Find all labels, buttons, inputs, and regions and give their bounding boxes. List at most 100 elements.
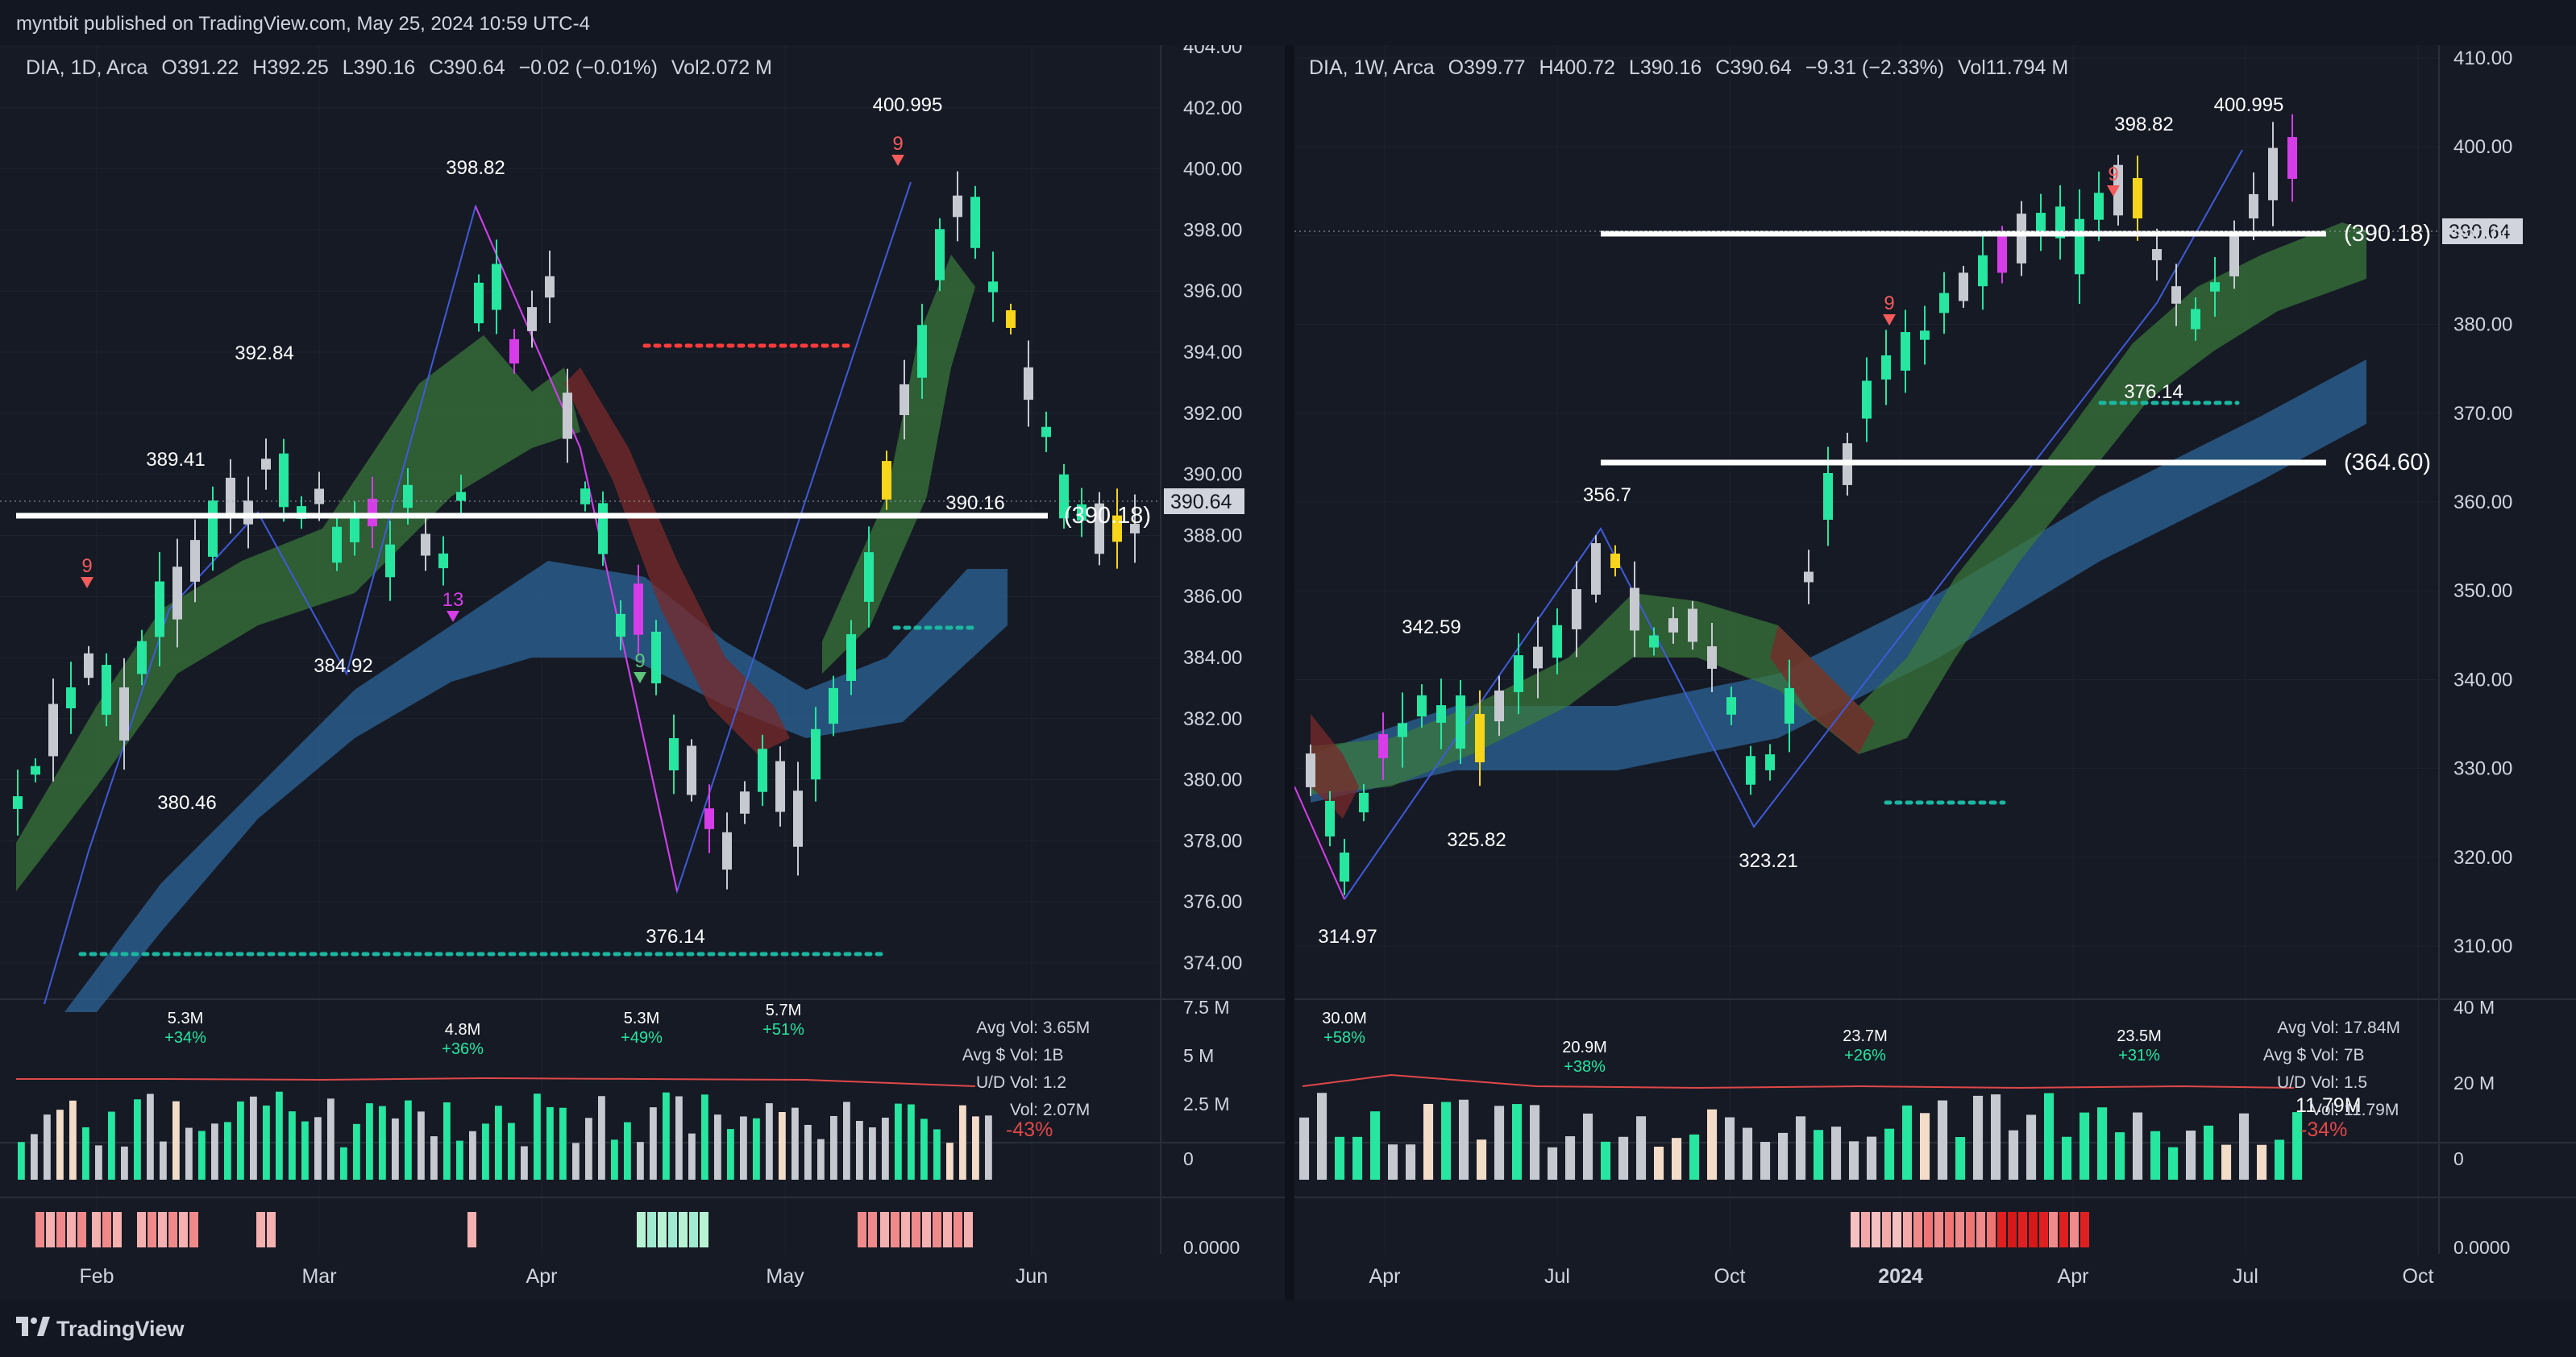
zigzag-magenta (475, 205, 678, 892)
last-price-badge (2442, 218, 2523, 244)
volume-bar (1441, 1102, 1452, 1180)
volume-bar (276, 1091, 283, 1180)
symbol-name[interactable]: DIA, 1D, Arca (26, 56, 148, 79)
price-tick-label: 400.00 (1183, 159, 1242, 181)
indicator-block (92, 1212, 101, 1247)
indicator-block (933, 1212, 941, 1247)
indicator-block (113, 1212, 122, 1247)
symbol-legend[interactable]: DIA, 1D, Arca O391.22 H392.25 L390.16 C3… (26, 56, 772, 79)
volume-bar (456, 1140, 463, 1180)
volume-bar (2062, 1136, 2072, 1180)
weekly-chart-canvas[interactable]: (390.18) (364.60) 390.64 400.995 398.82 376.1… (1294, 45, 2576, 1301)
candle (84, 653, 93, 678)
candle (243, 500, 253, 525)
td-count-label: 9 (2108, 164, 2118, 185)
tradingview-logo-icon[interactable] (16, 1317, 50, 1339)
volume-bar (1317, 1093, 1327, 1180)
volume-tick-label: 5 M (1183, 1045, 1214, 1066)
level-label: (364.60) (2344, 450, 2431, 475)
volume-bar (1672, 1138, 1682, 1180)
volume-bar (1831, 1127, 1842, 1180)
weekly-chart-panel[interactable]: (390.18) (364.60) 390.64 400.995 398.82 376.1… (1294, 45, 2576, 1301)
candle (722, 832, 732, 870)
volume-bar (663, 1092, 670, 1180)
candle (2210, 282, 2220, 292)
candle (1398, 723, 1407, 737)
volume-bar (2115, 1132, 2125, 1180)
indicator-pane (35, 1212, 973, 1247)
tradingview-brand[interactable]: TradingView (56, 1317, 185, 1341)
indicator-block (189, 1212, 198, 1247)
symbol-name[interactable]: DIA, 1W, Arca (1309, 56, 1435, 79)
price-tick-label: 370.00 (2453, 403, 2512, 425)
volume-bar (1707, 1109, 1718, 1180)
indicator-block (2029, 1212, 2038, 1247)
daily-chart-panel[interactable]: (390.18) 390.64 400.995 398.82 392.84 389.41 3… (0, 45, 1285, 1301)
indicator-block (147, 1212, 156, 1247)
volume-annotation: 23.5M (2117, 1027, 2162, 1045)
candle (2249, 193, 2258, 219)
symbol-legend[interactable]: DIA, 1W, Arca O399.77 H400.72 L390.16 C3… (1309, 56, 2069, 79)
price-axis[interactable]: 410.00 400.00 390.00 380.00 370.00 360.00 350.… (1369, 48, 2513, 1288)
indicator-block (2039, 1212, 2048, 1247)
indicator-tick-label: 0.0000 (2453, 1237, 2510, 1258)
volume-bar (160, 1141, 167, 1180)
volume-change-annotation: +49% (621, 1029, 663, 1047)
price-tick-label: 404.00 (1183, 45, 1242, 58)
change-value: −9.31 (−2.33%) (1805, 56, 1945, 79)
price-tick-label: 392.00 (1183, 403, 1242, 425)
volume-bar (1849, 1141, 1859, 1180)
indicator-block (137, 1212, 146, 1247)
indicator-block (1893, 1212, 1901, 1247)
volume-bar (392, 1118, 399, 1180)
indicator-block (922, 1212, 931, 1247)
td-marker-icon (447, 611, 459, 622)
candle (66, 687, 76, 709)
pivot-label: 400.995 (873, 94, 943, 116)
candle (829, 687, 838, 724)
candle (31, 766, 40, 775)
volume-bar (1565, 1136, 1576, 1180)
candles (13, 171, 1140, 890)
time-axis-label: Apr (526, 1265, 558, 1288)
pane-divider[interactable] (1285, 45, 1294, 1301)
volume-bar (2275, 1139, 2285, 1180)
volume-bar (521, 1146, 528, 1180)
candle (1417, 695, 1427, 717)
volume-annotation: 4.8M (445, 1021, 480, 1039)
pivot-label: 323.21 (1739, 850, 1797, 872)
candle (385, 544, 395, 578)
volume-bar (791, 1107, 799, 1180)
indicator-block (964, 1212, 973, 1247)
pivot-label: 400.995 (2214, 94, 2284, 116)
open-value: 399.77 (1464, 56, 1526, 79)
volume-bar (714, 1114, 721, 1180)
volume-bar (237, 1101, 244, 1180)
indicator-block (267, 1212, 276, 1247)
volume-bar (779, 1112, 786, 1180)
close-value: 390.64 (443, 56, 505, 79)
candle (704, 808, 714, 829)
price-axis[interactable]: 404.00 402.00 400.00 398.00 396.00 394.00 392.… (79, 45, 1242, 1288)
volume-bar (1689, 1134, 1700, 1180)
indicator-block (658, 1212, 667, 1247)
candle (563, 392, 572, 439)
candle (1785, 687, 1794, 724)
td-marker-icon (891, 155, 904, 166)
time-axis-label: Jun (1016, 1265, 1048, 1288)
indicator-block (168, 1212, 177, 1247)
volume-bar (920, 1118, 928, 1180)
indicator-block (880, 1212, 889, 1247)
price-tick-label: 320.00 (2453, 847, 2512, 869)
td-marker-icon (81, 577, 93, 588)
td-count-label: 9 (634, 650, 645, 672)
candle (598, 503, 608, 554)
volume-bar (289, 1111, 296, 1180)
volume-bar (340, 1147, 347, 1180)
candle (208, 500, 218, 557)
volume-bar (933, 1129, 941, 1180)
volume-bar (443, 1102, 451, 1180)
daily-chart-canvas[interactable]: (390.18) 390.64 400.995 398.82 392.84 389.41 3… (0, 45, 1285, 1301)
candle (935, 229, 945, 280)
indicator-block (77, 1212, 86, 1247)
